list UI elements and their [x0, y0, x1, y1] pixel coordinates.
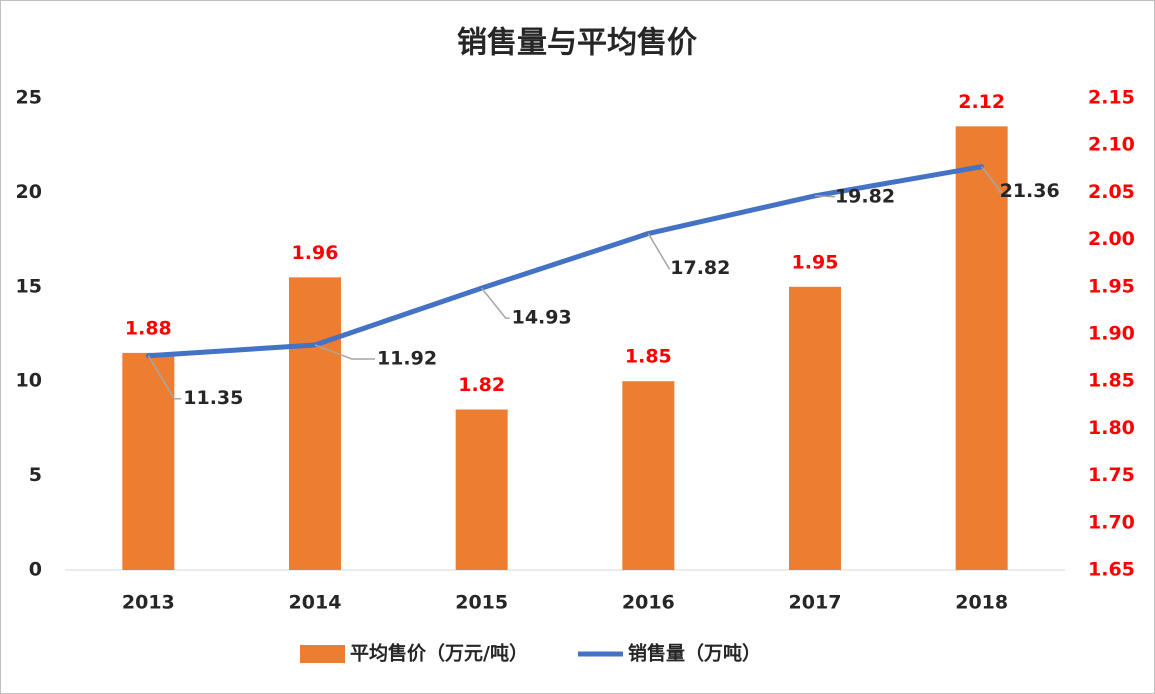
line-value-label: 11.92: [377, 347, 437, 369]
x-tick-label: 2015: [455, 592, 508, 614]
legend-label: 平均售价（万元/吨）: [350, 642, 528, 665]
leader-line: [481, 287, 510, 319]
legend-label: 销售量（万吨）: [628, 642, 761, 665]
bar: [455, 409, 508, 570]
x-tick-label: 2013: [122, 592, 175, 614]
y2-tick-label: 1.65: [1088, 559, 1135, 581]
y-tick-label: 10: [16, 370, 42, 392]
leader-line: [647, 233, 671, 270]
y2-tick-label: 2.15: [1088, 87, 1135, 109]
y-tick-label: 20: [16, 181, 42, 203]
line-value-label: 14.93: [512, 307, 572, 329]
chart-title: 销售量与平均售价: [457, 26, 697, 61]
bar-value-label: 1.88: [125, 317, 172, 339]
x-tick-label: 2018: [955, 592, 1008, 614]
line-value-label: 17.82: [670, 257, 730, 279]
y2-tick-label: 1.80: [1088, 417, 1135, 439]
bar: [955, 126, 1008, 570]
y-tick-label: 5: [29, 464, 42, 486]
leader-line: [981, 166, 1003, 193]
bar-value-label: 1.95: [792, 251, 839, 273]
bar-value-label: 1.96: [292, 242, 339, 264]
x-tick-label: 2014: [289, 592, 342, 614]
y-tick-label: 0: [29, 559, 42, 581]
y2-tick-label: 1.90: [1088, 323, 1135, 345]
legend-swatch: [300, 645, 345, 663]
y2-tick-label: 2.10: [1088, 134, 1135, 156]
y2-tick-label: 1.70: [1088, 511, 1135, 533]
y2-tick-label: 1.75: [1088, 464, 1135, 486]
y-tick-label: 25: [16, 87, 42, 109]
bar: [622, 381, 675, 570]
line-value-label: 21.36: [1000, 180, 1060, 202]
line-value-label: 11.35: [183, 387, 243, 409]
bar-value-label: 2.12: [958, 91, 1005, 113]
bar: [122, 352, 175, 570]
bar-value-label: 1.85: [625, 346, 672, 368]
y2-tick-label: 2.05: [1088, 181, 1135, 203]
y-tick-label: 15: [16, 275, 42, 297]
leader-line: [147, 355, 182, 400]
bar: [789, 286, 841, 570]
bar: [289, 277, 341, 570]
line-value-label: 19.82: [835, 185, 895, 207]
leader-line: [314, 344, 375, 360]
y2-tick-label: 1.95: [1088, 275, 1135, 297]
y2-tick-label: 1.85: [1088, 370, 1135, 392]
x-tick-label: 2016: [622, 592, 675, 614]
bar-value-label: 1.82: [458, 374, 505, 396]
y2-tick-label: 2.00: [1088, 228, 1135, 250]
line: [145, 164, 985, 359]
x-tick-label: 2017: [789, 592, 842, 614]
leader-line: [814, 195, 836, 198]
